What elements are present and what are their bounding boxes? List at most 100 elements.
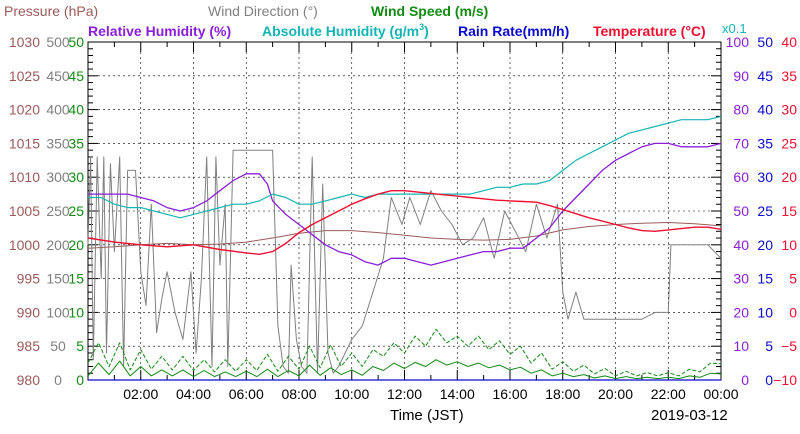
y-tick-label-rain-rate: 50 [757,34,773,50]
y-tick-label-pressure: 980 [17,372,41,388]
y-tick-label-rain-rate: 40 [757,102,773,118]
x-tick-label: 14:00 [440,386,475,402]
legend-wind-speed: Wind Speed (m/s) [371,3,488,19]
y-tick-label-temperature: 30 [781,102,797,118]
y-tick-label-pressure: 995 [17,271,41,287]
y-tick-label-temperature: 20 [781,169,797,185]
y-tick-label-wind-direction: 100 [46,304,70,320]
y-tick-label-wind-speed: 10 [68,304,84,320]
y-tick-label-wind-direction: 150 [46,271,70,287]
y-tick-label-wind-direction: 300 [46,169,70,185]
y-tick-label-wind-direction: 400 [46,102,70,118]
y-tick-label-rain-rate: 35 [757,135,773,151]
legend-pressure: Pressure (hPa) [4,3,98,19]
y-tick-label-rain-rate: 45 [757,68,773,84]
y-tick-label-wind-direction: 50 [50,338,66,354]
series-line-absolute-humidity-g-m3 [88,115,722,219]
y-tick-label-wind-speed: 20 [68,237,84,253]
y-tick-label-temperature: 0 [789,304,797,320]
y-tick-label-wind-speed: 0 [76,372,84,388]
legend-absolute-humidity: Absolute Humidity (g/m3) [262,22,429,39]
y-tick-label-pressure: 1015 [9,135,40,151]
y-tick-label-wind-speed: 35 [68,135,84,151]
y-tick-label-wind-speed: 25 [68,203,84,219]
series-line-relative-humidity [88,142,722,266]
y-tick-label-relative-humidity: 60 [733,169,749,185]
y-tick-label-wind-direction: 0 [54,372,62,388]
y-tick-label-wind-speed: 50 [68,34,84,50]
y-tick-label-pressure: 1020 [9,102,40,118]
y-tick-label-rain-rate: 25 [757,203,773,219]
y-tick-label-temperature: 5 [789,271,797,287]
x-tick-label: 16:00 [492,386,527,402]
y-tick-label-wind-speed: 30 [68,169,84,185]
y-tick-label-relative-humidity: 40 [733,237,749,253]
y-tick-label-wind-speed: 45 [68,68,84,84]
y-tick-label-relative-humidity: 30 [733,271,749,287]
y-tick-label-temperature: 15 [781,203,797,219]
x-tick-label: 04:00 [176,386,211,402]
y-tick-label-relative-humidity: 80 [733,102,749,118]
y-tick-label-relative-humidity: 50 [733,203,749,219]
y-tick-label-pressure: 1025 [9,68,40,84]
y-tick-label-wind-direction: 350 [46,135,70,151]
y-tick-label-pressure: 985 [17,338,41,354]
y-tick-label-pressure: 1005 [9,203,40,219]
legend-wind-direction: Wind Direction (°) [208,3,318,19]
y-tick-label-temperature: 25 [781,135,797,151]
y-tick-label-temperature: −10 [773,372,797,388]
y-tick-label-relative-humidity: 0 [741,372,749,388]
y-tick-label-temperature: −5 [781,338,797,354]
y-tick-label-relative-humidity: 10 [733,338,749,354]
y-tick-label-rain-rate: 0 [765,372,773,388]
legend-temperature: Temperature (°C) [593,23,706,39]
legend-absolute-humidity-suffix: ) [424,23,429,39]
axis-tick-labels: 02:00 04:00 06:00 08:00 10:00 12:00 14:00 16:00… [9,34,797,402]
y-tick-label-temperature: 10 [781,237,797,253]
y-tick-label-wind-direction: 450 [46,68,70,84]
y-tick-label-wind-speed: 40 [68,102,84,118]
y-tick-label-wind-direction: 200 [46,237,70,253]
y-tick-label-rain-rate: 30 [757,169,773,185]
y-tick-label-wind-direction: 500 [46,34,70,50]
y-tick-label-temperature: 40 [781,34,797,50]
series-line-wind-speed-m-s-gust [87,328,722,377]
y-tick-label-relative-humidity: 90 [733,68,749,84]
x-tick-label: 08:00 [281,386,316,402]
legend-relative-humidity: Relative Humidity (%) [88,23,231,39]
series-line-temperature-c [87,189,722,256]
y-tick-label-pressure: 990 [17,304,41,320]
y-tick-label-relative-humidity: 100 [726,34,750,50]
y-tick-label-relative-humidity: 20 [733,304,749,320]
date-label: 2019-03-12 [651,407,728,424]
x-tick-label: 22:00 [651,386,686,402]
x-tick-label: 06:00 [229,386,264,402]
y-tick-label-wind-speed: 15 [68,271,84,287]
legend-absolute-humidity-sup: 3 [419,22,424,32]
x-tick-label: 00:00 [703,386,738,402]
y-tick-label-pressure: 1000 [9,237,40,253]
legend-rain-rate: Rain Rate(mm/h) [458,23,569,39]
x-tick-label: 18:00 [545,386,580,402]
y-tick-label-rain-rate: 10 [757,304,773,320]
x-tick-label: 02:00 [123,386,158,402]
x-tick-label: 20:00 [598,386,633,402]
y-tick-label-pressure: 1030 [9,34,40,50]
x-axis-label: Time (JST) [390,407,464,424]
y-tick-label-wind-speed: 5 [76,338,84,354]
y-tick-label-pressure: 1010 [9,169,40,185]
y-tick-label-wind-direction: 250 [46,203,70,219]
x-tick-label: 12:00 [387,386,422,402]
legend-absolute-humidity-prefix: Absolute Humidity (g/m [262,23,419,39]
scale-note: x0.1 [722,21,747,36]
y-tick-label-rain-rate: 15 [757,271,773,287]
y-tick-label-rain-rate: 5 [765,338,773,354]
series-line-wind-speed-m-s [87,359,722,380]
data-series [87,115,722,381]
x-tick-label: 10:00 [334,386,369,402]
y-tick-label-relative-humidity: 70 [733,135,749,151]
series-line-wind-direction [87,149,722,374]
y-tick-label-temperature: 35 [781,68,797,84]
y-tick-label-rain-rate: 20 [757,237,773,253]
